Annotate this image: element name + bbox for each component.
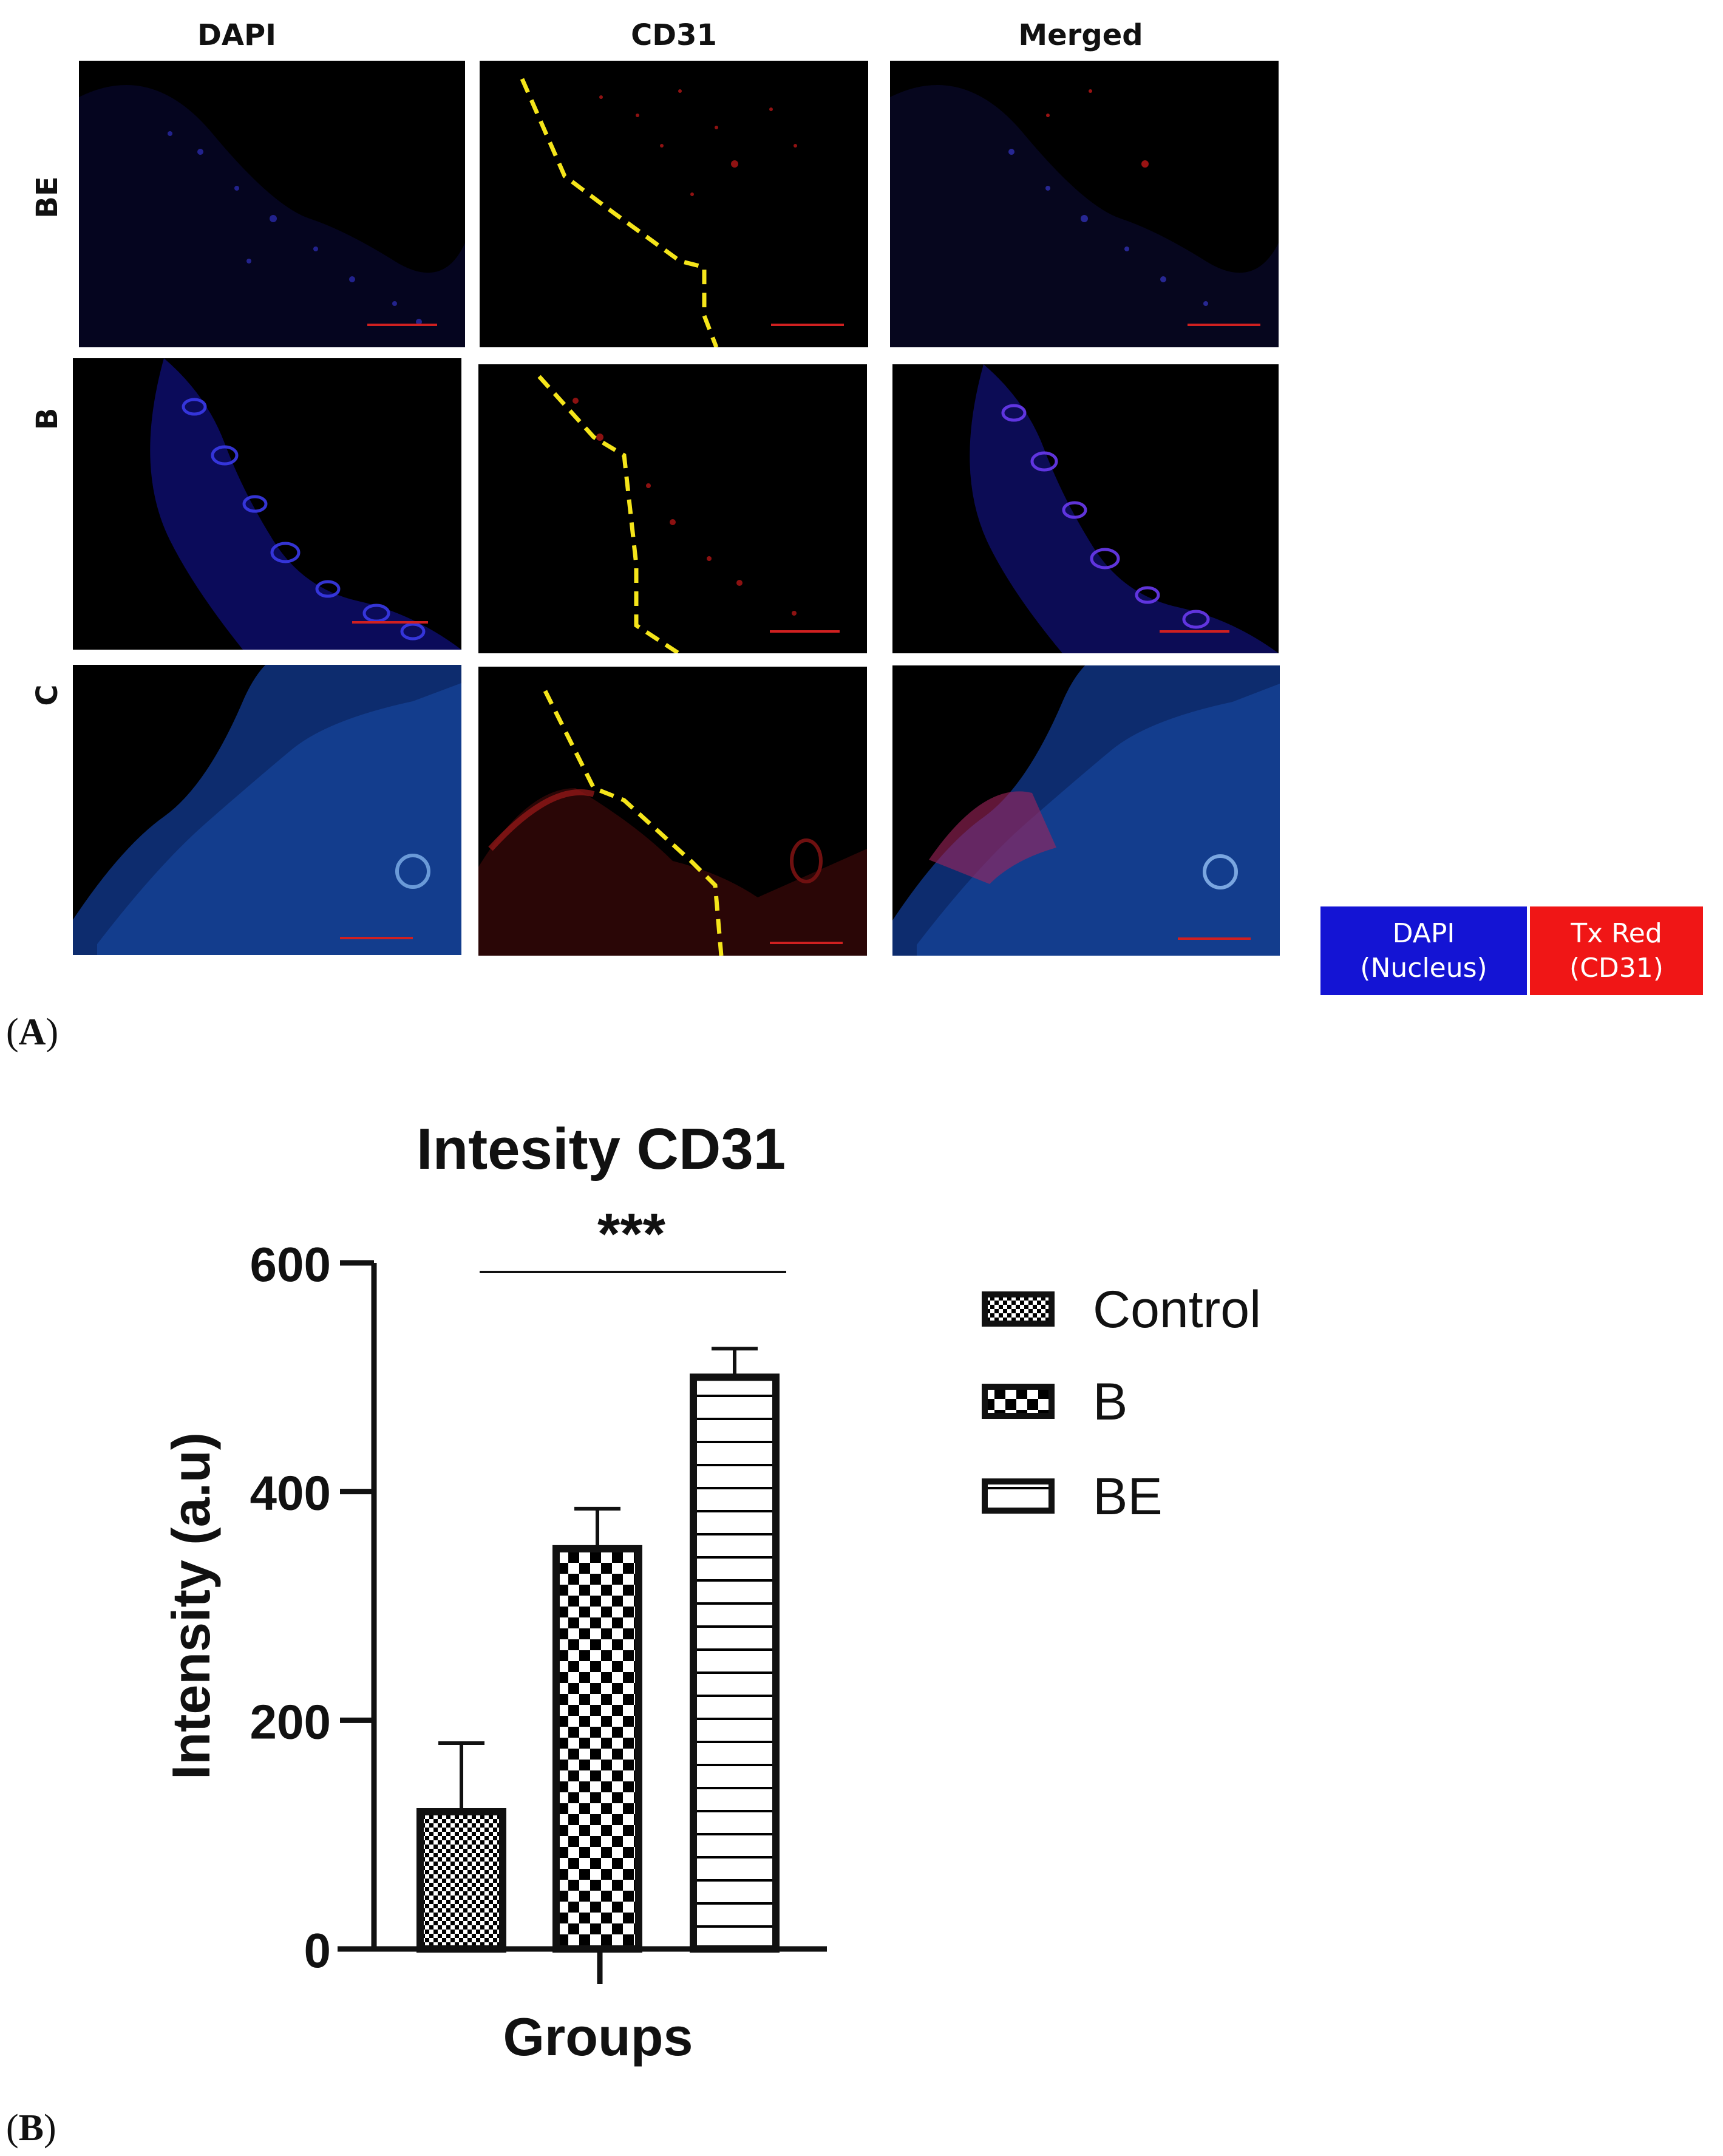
micrograph-b-dapi	[73, 358, 461, 650]
micrograph-be-cd31	[480, 61, 868, 347]
legend-txred-line1: Tx Red	[1571, 917, 1662, 949]
micrograph-c-cd31	[478, 667, 867, 956]
legend-dapi-line1: DAPI	[1392, 917, 1455, 949]
y-tick-label: 600	[250, 1237, 331, 1291]
chart-title: Intesity CD31	[416, 1117, 786, 1182]
column-title-cd31: CD31	[631, 18, 717, 52]
row-label-c: C	[30, 684, 64, 706]
legend-dapi-nucleus: DAPI (Nucleus)	[1320, 906, 1527, 995]
y-tick-label: 400	[250, 1466, 331, 1520]
panel-letter-b: B	[18, 2107, 44, 2149]
legend-swatch-b	[982, 1384, 1055, 1419]
column-title-merged: Merged	[1018, 18, 1143, 52]
micrograph-be-dapi	[79, 61, 465, 347]
y-tick-label: 0	[304, 1923, 331, 1977]
micrograph-c-dapi	[73, 665, 461, 955]
y-axis-label: Intensity (a.u)	[161, 1432, 221, 1780]
row-label-b: B	[30, 407, 64, 430]
legend-label-control: Control	[1093, 1280, 1261, 1339]
legend-dapi-line2: (Nucleus)	[1360, 953, 1487, 984]
micrograph-c-merged	[892, 665, 1280, 956]
micrograph-b-merged	[892, 364, 1279, 653]
significance-label: ***	[597, 1202, 666, 1267]
panel-letter-a: A	[18, 1012, 46, 1053]
micrograph-b-cd31	[478, 364, 867, 653]
legend-label-be: BE	[1093, 1467, 1163, 1526]
y-axis-ticks: 0 200 400 600	[250, 1237, 374, 1977]
micrograph-be-merged	[890, 61, 1279, 347]
y-tick-label: 200	[250, 1695, 331, 1749]
column-title-dapi: DAPI	[197, 18, 277, 52]
intensity-cd31-bar-chart: Intesity CD31 *** 0 200 400 600 Intensity (…	[161, 1117, 1261, 2067]
chart-legend: Control B BE	[982, 1280, 1261, 1526]
x-axis-label: Groups	[503, 2007, 693, 2067]
bar-control	[416, 1808, 506, 1953]
panel-label-b: (B)	[6, 2107, 56, 2149]
legend-swatch-be	[982, 1478, 1055, 1514]
legend-label-b: B	[1093, 1373, 1127, 1431]
panel-label-a: (A)	[6, 1012, 59, 1053]
legend-swatch-control	[982, 1291, 1055, 1327]
row-label-be: BE	[30, 176, 64, 219]
legend-txred-cd31: Tx Red (CD31)	[1530, 906, 1703, 995]
bar-b	[552, 1545, 642, 1953]
bar-series	[416, 1347, 780, 1953]
bar-be	[690, 1373, 780, 1953]
legend-txred-line2: (CD31)	[1569, 953, 1664, 984]
